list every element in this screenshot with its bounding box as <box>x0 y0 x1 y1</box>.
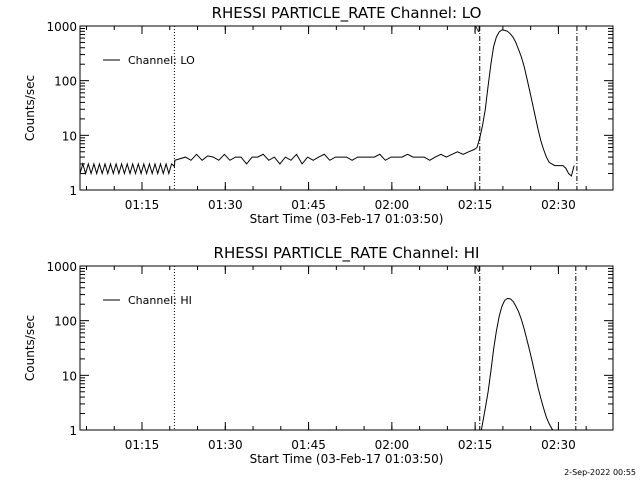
x-axis-label: Start Time (03-Feb-17 01:03:50) <box>250 452 444 466</box>
legend-label: Channel: LO <box>128 54 195 67</box>
chart-title: RHESSI PARTICLE_RATE Channel: HI <box>214 244 480 263</box>
x-tick-label: 02:00 <box>375 198 410 212</box>
y-axis-label: Counts/sec <box>23 75 37 141</box>
y-tick-label: 100 <box>54 75 77 89</box>
panel-hi: RHESSI PARTICLE_RATE Channel: HI Counts/s… <box>23 244 614 466</box>
x-tick-label: 01:30 <box>208 438 243 452</box>
x-tick-label: 02:15 <box>458 438 493 452</box>
x-tick-label: 02:15 <box>458 198 493 212</box>
y-tick-label: 1000 <box>46 260 77 274</box>
y-tick-label: 100 <box>54 315 77 329</box>
plot-frame <box>79 265 614 431</box>
y-tick-label: 10 <box>62 369 77 383</box>
x-axis-label: Start Time (03-Feb-17 01:03:50) <box>250 212 444 226</box>
x-tick-label: 01:45 <box>291 198 326 212</box>
x-tick-label: 02:00 <box>375 438 410 452</box>
y-tick-label: 1 <box>69 184 77 198</box>
x-tick-label: 01:45 <box>291 438 326 452</box>
x-tick-label: 02:30 <box>541 438 576 452</box>
series-line <box>480 297 554 430</box>
y-axis-label: Counts/sec <box>23 315 37 381</box>
series-line <box>80 29 575 177</box>
plot-frame <box>79 25 614 191</box>
x-tick-label: 01:15 <box>125 198 160 212</box>
footer-timestamp: 2-Sep-2022 00:55 <box>564 468 636 477</box>
chart-title: RHESSI PARTICLE_RATE Channel: LO <box>212 4 482 23</box>
legend-label: Channel: HI <box>128 294 192 307</box>
panel-lo: RHESSI PARTICLE_RATE Channel: LO Counts/s… <box>23 4 614 226</box>
x-tick-label: 01:30 <box>208 198 243 212</box>
x-tick-label: 02:30 <box>541 198 576 212</box>
y-tick-label: 1 <box>69 424 77 438</box>
flag-marker: N <box>474 265 481 275</box>
y-tick-label: 10 <box>62 129 77 143</box>
y-tick-label: 1000 <box>46 20 77 34</box>
x-tick-label: 01:15 <box>125 438 160 452</box>
flag-marker: N <box>474 25 481 35</box>
